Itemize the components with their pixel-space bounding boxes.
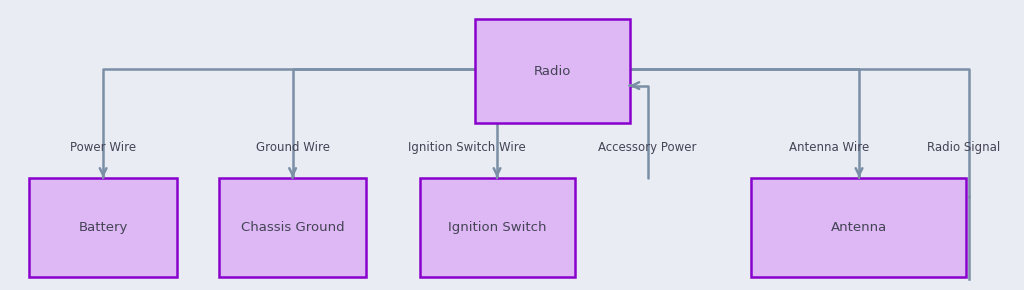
Text: Antenna: Antenna bbox=[830, 221, 887, 234]
FancyBboxPatch shape bbox=[30, 178, 177, 277]
FancyBboxPatch shape bbox=[475, 19, 630, 123]
FancyBboxPatch shape bbox=[420, 178, 574, 277]
Text: Power Wire: Power Wire bbox=[70, 142, 136, 155]
Text: Antenna Wire: Antenna Wire bbox=[790, 142, 869, 155]
FancyBboxPatch shape bbox=[219, 178, 367, 277]
Text: Radio: Radio bbox=[534, 65, 571, 78]
Text: Radio Signal: Radio Signal bbox=[927, 142, 1000, 155]
Text: Battery: Battery bbox=[79, 221, 128, 234]
Text: Ignition Switch: Ignition Switch bbox=[449, 221, 547, 234]
Text: Chassis Ground: Chassis Ground bbox=[241, 221, 344, 234]
Text: Ignition Switch Wire: Ignition Switch Wire bbox=[409, 142, 526, 155]
FancyBboxPatch shape bbox=[752, 178, 966, 277]
Text: Ground Wire: Ground Wire bbox=[256, 142, 330, 155]
Text: Accessory Power: Accessory Power bbox=[598, 142, 697, 155]
